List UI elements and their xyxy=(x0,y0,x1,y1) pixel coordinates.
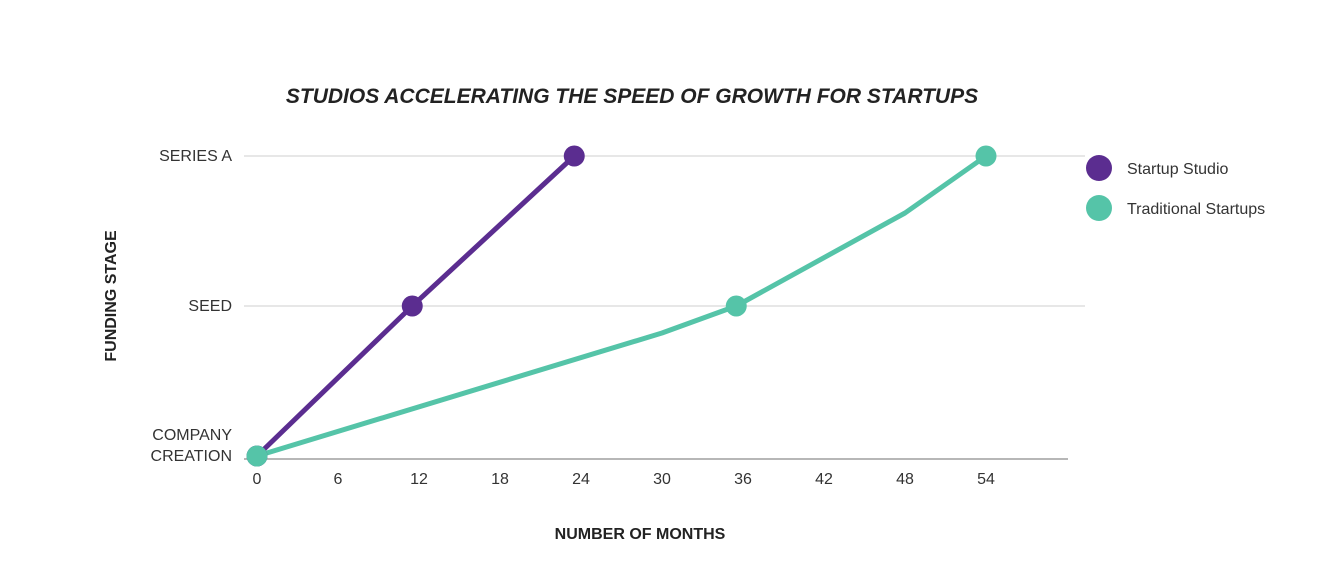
y-label-0-line-1: CREATION xyxy=(151,448,232,465)
series-1-point-2 xyxy=(725,295,747,317)
x-axis-title: NUMBER OF MONTHS xyxy=(555,526,726,543)
y-label-0-line-0: COMPANY xyxy=(152,427,232,444)
legend: Startup Studio Traditional Startups xyxy=(1086,155,1265,221)
legend-marker-1 xyxy=(1086,195,1112,221)
x-tick-48: 48 xyxy=(896,471,914,488)
y-category-labels: COMPANY CREATION SEED SERIES A xyxy=(151,148,233,465)
x-tick-0: 0 xyxy=(253,471,262,488)
series-0-point-1 xyxy=(401,295,423,317)
legend-label-0: Startup Studio xyxy=(1127,161,1229,178)
x-tick-54: 54 xyxy=(977,471,995,488)
y-label-2-line-0: SERIES A xyxy=(159,148,232,165)
chart-title: STUDIOS ACCELERATING THE SPEED OF GROWTH… xyxy=(286,85,978,108)
x-tick-24: 24 xyxy=(572,471,590,488)
x-tick-42: 42 xyxy=(815,471,833,488)
legend-marker-0 xyxy=(1086,155,1112,181)
gridlines xyxy=(244,155,1085,460)
series-1-point-4 xyxy=(975,145,997,167)
x-tick-12: 12 xyxy=(410,471,428,488)
x-tick-18: 18 xyxy=(491,471,509,488)
x-tick-6: 6 xyxy=(334,471,343,488)
y-label-1-line-0: SEED xyxy=(188,298,232,315)
x-tick-30: 30 xyxy=(653,471,671,488)
x-tick-labels: 0 6 12 18 24 30 36 42 48 54 xyxy=(253,471,995,488)
x-tick-36: 36 xyxy=(734,471,752,488)
series-0-point-2 xyxy=(563,145,585,167)
legend-label-1: Traditional Startups xyxy=(1127,201,1265,218)
y-axis-title: FUNDING STAGE xyxy=(103,230,120,362)
series-1-point-0 xyxy=(246,445,268,467)
series-lines xyxy=(246,145,997,467)
